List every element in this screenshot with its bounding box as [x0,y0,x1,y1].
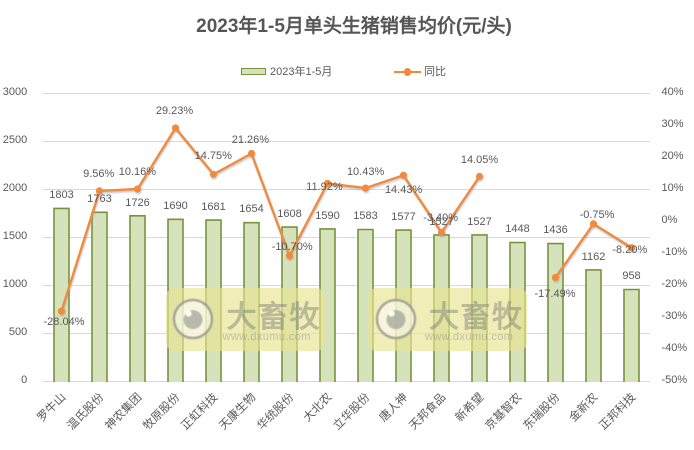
svg-text:金新农: 金新农 [566,390,601,425]
svg-text:牧原股份: 牧原股份 [140,390,183,433]
svg-text:正虹科技: 正虹科技 [178,390,221,433]
svg-text:唐人神: 唐人神 [376,390,410,424]
svg-text:正邦科技: 正邦科技 [596,390,639,433]
svg-text:神农集团: 神农集团 [102,390,144,432]
svg-text:东瑞股份: 东瑞股份 [520,390,563,433]
svg-text:华统股份: 华统股份 [254,390,297,433]
svg-text:罗牛山: 罗牛山 [34,390,68,424]
svg-text:天康生物: 天康生物 [216,390,258,432]
svg-text:京基智农: 京基智农 [482,390,525,433]
svg-text:大北农: 大北农 [300,390,335,425]
svg-text:天邦食品: 天邦食品 [406,390,448,432]
svg-text:新希望: 新希望 [452,390,486,424]
svg-text:温氏股份: 温氏股份 [64,390,107,433]
svg-text:立华股份: 立华股份 [330,390,373,433]
